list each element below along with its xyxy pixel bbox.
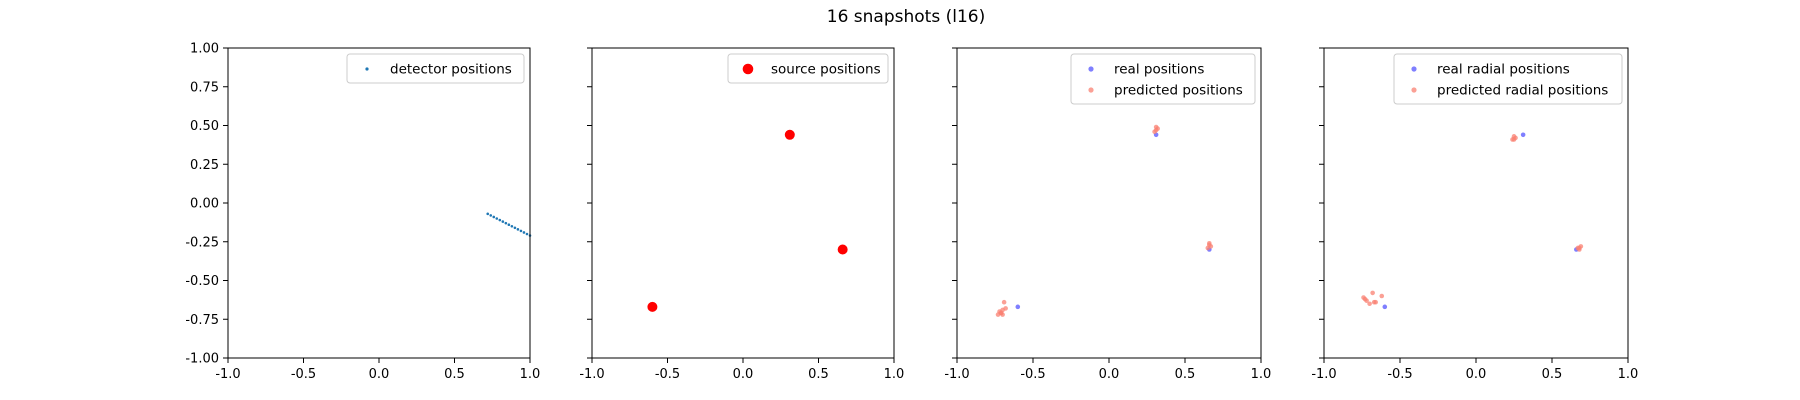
legend-marker bbox=[1411, 66, 1417, 72]
data-point bbox=[1511, 134, 1517, 139]
figure-title: 16 snapshots (l16) bbox=[827, 7, 985, 27]
data-point bbox=[510, 224, 514, 228]
x-tick-label: -0.5 bbox=[291, 367, 316, 382]
x-tick-label: 0.0 bbox=[733, 367, 754, 382]
legend-box bbox=[727, 53, 889, 84]
data-point bbox=[504, 221, 508, 225]
legend-label: real positions bbox=[1114, 62, 1204, 78]
x-tick-label: -1.0 bbox=[944, 367, 969, 382]
data-point bbox=[525, 232, 529, 236]
x-tick-label: 0.5 bbox=[444, 367, 465, 382]
data-point bbox=[507, 223, 511, 226]
x-tick-label: 0.5 bbox=[1175, 367, 1196, 382]
legend-box bbox=[346, 53, 525, 84]
axes-frame bbox=[956, 47, 1262, 359]
axes-frame bbox=[227, 47, 531, 359]
data-point bbox=[1382, 304, 1388, 310]
x-tick-label: 0.5 bbox=[1542, 367, 1563, 382]
data-point bbox=[1370, 290, 1375, 296]
y-tick-label: 0.75 bbox=[190, 80, 219, 95]
legend: real positions predicted positions bbox=[1070, 53, 1256, 105]
x-tick-label: 0.0 bbox=[1099, 367, 1120, 382]
x-tick-label: 0.0 bbox=[369, 367, 390, 382]
data-point bbox=[1379, 293, 1385, 299]
series-1 bbox=[1015, 132, 1212, 310]
data-point bbox=[647, 301, 658, 312]
data-point bbox=[1152, 129, 1157, 134]
series-2 bbox=[1361, 134, 1584, 307]
y-tick-label: 0.50 bbox=[190, 119, 219, 134]
data-point bbox=[1367, 301, 1372, 307]
chart-panel-1: -1.0 -0.5 0.0 0.5 1.0 1.00 0.75 0.50 0.25 0.00 -0.… bbox=[185, 42, 540, 383]
series-1 bbox=[486, 212, 532, 237]
legend-marker bbox=[742, 63, 754, 75]
x-tick-label: 0.5 bbox=[808, 367, 829, 382]
legend: detector positions bbox=[346, 53, 525, 84]
legend-label: detector positions bbox=[390, 62, 512, 78]
x-tick-label: 0.0 bbox=[1466, 367, 1487, 382]
y-tick-label: 0.00 bbox=[190, 197, 219, 212]
axes-frame bbox=[591, 47, 895, 359]
data-point bbox=[1003, 306, 1008, 311]
data-point bbox=[837, 244, 848, 255]
data-point bbox=[1362, 296, 1368, 302]
x-tick-label: 1.0 bbox=[520, 367, 541, 382]
legend-label: source positions bbox=[771, 62, 881, 78]
series-2 bbox=[995, 124, 1214, 317]
data-point bbox=[516, 228, 520, 231]
data-point bbox=[498, 218, 502, 222]
x-tick-label: -1.0 bbox=[579, 367, 604, 382]
legend-box bbox=[1070, 53, 1256, 105]
legend-marker bbox=[1088, 87, 1094, 93]
legend-label: real radial positions bbox=[1437, 62, 1570, 78]
legend-label: predicted positions bbox=[1114, 83, 1243, 99]
legend: real radial positions predicted radial po… bbox=[1393, 53, 1623, 105]
series-1 bbox=[647, 129, 848, 312]
legend-marker bbox=[1088, 66, 1094, 72]
data-point bbox=[489, 214, 493, 217]
legend: source positions bbox=[727, 53, 889, 84]
data-point bbox=[1015, 304, 1021, 310]
data-point bbox=[519, 229, 523, 233]
data-point bbox=[1001, 299, 1007, 305]
data-point bbox=[1153, 124, 1159, 130]
data-point bbox=[1577, 247, 1582, 252]
data-point bbox=[1205, 245, 1211, 251]
x-tick-label: -1.0 bbox=[215, 367, 240, 382]
x-tick-label: 1.0 bbox=[1618, 367, 1639, 382]
data-point bbox=[495, 217, 499, 220]
y-tick-label: -1.00 bbox=[185, 352, 219, 367]
y-tick-label: 0.25 bbox=[190, 158, 219, 173]
series-1 bbox=[1382, 132, 1579, 310]
data-point bbox=[513, 226, 517, 230]
legend-marker bbox=[365, 67, 369, 71]
data-point bbox=[998, 310, 1004, 316]
x-tick-label: -0.5 bbox=[1387, 367, 1412, 382]
legend-marker bbox=[1411, 87, 1417, 93]
y-tick-label: 1.00 bbox=[190, 42, 219, 57]
x-tick-label: 1.0 bbox=[1251, 367, 1272, 382]
data-point bbox=[522, 231, 526, 234]
data-point bbox=[1520, 132, 1526, 138]
x-tick-label: 1.0 bbox=[884, 367, 905, 382]
data-point bbox=[1371, 299, 1377, 305]
chart-panel-4: -1.0 -0.5 0.0 0.5 1.0 real radial positions pr… bbox=[1311, 47, 1639, 382]
x-tick-label: -0.5 bbox=[655, 367, 680, 382]
data-point bbox=[501, 220, 505, 223]
legend-box bbox=[1393, 53, 1623, 105]
data-point bbox=[492, 215, 496, 219]
x-tick-label: -0.5 bbox=[1020, 367, 1045, 382]
data-point bbox=[1207, 241, 1212, 246]
y-tick-label: -0.50 bbox=[185, 274, 219, 289]
y-tick-label: -0.25 bbox=[185, 235, 219, 250]
y-tick-label: -0.75 bbox=[185, 313, 219, 328]
x-tick-label: -1.0 bbox=[1311, 367, 1336, 382]
axes-frame bbox=[1323, 47, 1629, 359]
chart-panel-2: -1.0 -0.5 0.0 0.5 1.0 source positions bbox=[579, 47, 905, 382]
data-point bbox=[784, 129, 795, 140]
chart-panel-3: -1.0 -0.5 0.0 0.5 1.0 real positions predicted… bbox=[944, 47, 1272, 382]
legend-label: predicted radial positions bbox=[1437, 83, 1608, 99]
data-point bbox=[486, 212, 490, 216]
